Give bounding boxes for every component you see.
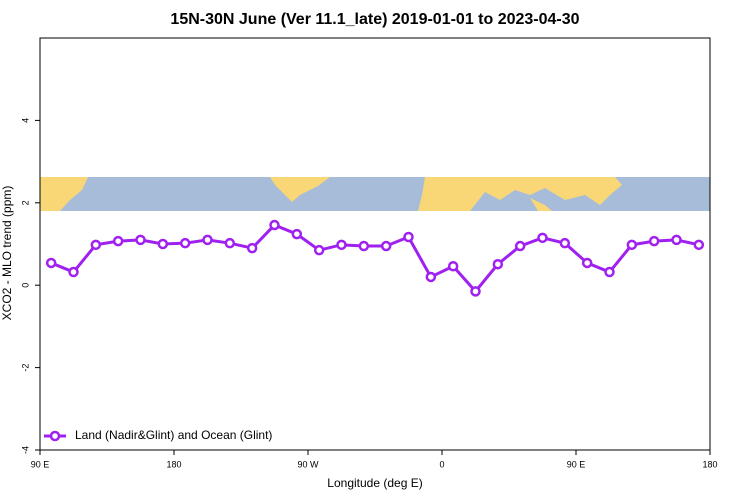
legend-text: Land (Nadir&Glint) and Ocean (Glint) <box>75 428 272 442</box>
data-point <box>246 242 258 254</box>
series-line <box>50 223 700 294</box>
y-tick-label: -2 <box>20 364 30 372</box>
data-point <box>492 258 504 270</box>
data-point <box>380 240 392 252</box>
data-point <box>68 266 79 278</box>
y-tick-label: 0 <box>20 283 30 288</box>
x-tick-label: 90 E <box>567 459 586 469</box>
x-tick-label: 90 W <box>297 459 319 469</box>
legend-marker <box>49 430 61 442</box>
data-point <box>157 238 169 250</box>
data-point <box>291 228 303 240</box>
data-point <box>537 232 548 244</box>
data-point <box>112 235 124 247</box>
data-point <box>403 231 414 243</box>
y-axis-label: XCO2 - MLO trend (ppm) <box>0 186 14 321</box>
y-tick-label: 4 <box>20 118 30 123</box>
data-point <box>179 237 191 249</box>
y-tick-label: 2 <box>20 200 30 205</box>
data-point <box>559 237 571 249</box>
x-tick-label: 180 <box>166 459 181 469</box>
data-point <box>470 286 481 297</box>
data-point <box>671 234 682 246</box>
data-point <box>581 257 593 269</box>
x-tick-label: 90 E <box>31 459 50 469</box>
map-strip <box>40 177 710 211</box>
data-point <box>425 271 437 283</box>
data-point <box>626 239 638 251</box>
data-point <box>693 239 705 251</box>
data-point <box>135 234 146 246</box>
data-point <box>336 239 347 251</box>
plot-frame <box>39 37 711 451</box>
data-point <box>202 234 213 246</box>
data-point <box>90 239 102 251</box>
x-tick-label: 0 <box>439 459 444 469</box>
data-point <box>447 260 459 272</box>
x-axis-label: Longitude (deg E) <box>327 476 422 490</box>
data-point <box>269 219 280 231</box>
data-point <box>313 244 325 256</box>
data-point <box>604 266 615 278</box>
data-point <box>358 240 370 252</box>
data-point <box>514 240 526 252</box>
chart-title: 15N-30N June (Ver 11.1_late) 2019-01-01 … <box>170 11 579 28</box>
data-point <box>45 257 57 269</box>
y-tick-label: -4 <box>20 446 30 454</box>
data-point <box>224 237 236 249</box>
x-tick-label: 180 <box>702 459 717 469</box>
data-point <box>648 235 660 247</box>
